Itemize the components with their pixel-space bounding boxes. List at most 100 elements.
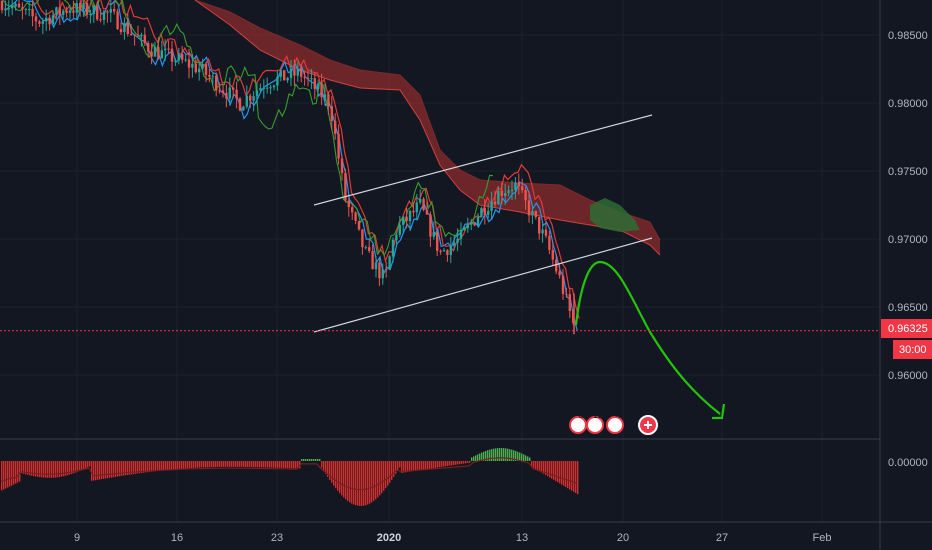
candle-body (300, 68, 303, 77)
candle-body (473, 223, 476, 226)
osc-bar (265, 461, 267, 468)
candle-body (184, 59, 187, 61)
candle-body (38, 21, 41, 24)
osc-bar (205, 461, 207, 468)
candle-body (28, 8, 31, 10)
candle-body (45, 17, 48, 22)
candle-body (483, 208, 486, 216)
channel-upper[interactable] (313, 114, 653, 206)
osc-bar (23, 461, 25, 474)
osc-bar (49, 461, 51, 478)
osc-bar (103, 461, 105, 479)
osc-bar (369, 461, 371, 504)
osc-bar (375, 461, 377, 500)
osc-bar (213, 461, 215, 468)
add-event-button[interactable] (638, 415, 658, 435)
osc-bar (167, 461, 169, 470)
osc-bar (371, 461, 373, 503)
osc-bar (497, 448, 499, 461)
projection-arrow[interactable] (574, 260, 726, 420)
osc-bar (245, 461, 247, 467)
osc-bar (409, 461, 411, 472)
candle-body (317, 83, 320, 89)
candle-body (79, 3, 82, 10)
trend-channel[interactable] (313, 114, 653, 333)
price-tick: 0.97500 (888, 166, 928, 178)
osc-bar (95, 461, 97, 481)
osc-bar (119, 461, 121, 477)
osc-bar (327, 461, 329, 477)
candle-body (524, 189, 527, 201)
osc-bar (489, 449, 491, 461)
osc-bar (67, 461, 69, 476)
osc-bar (429, 461, 431, 469)
channel-lower[interactable] (313, 237, 653, 333)
osc-bar (317, 459, 319, 461)
osc-bar (527, 456, 529, 461)
time-tick: Feb (813, 532, 832, 544)
osc-bar (163, 461, 165, 471)
osc-bar (279, 461, 281, 468)
osc-bar (65, 461, 67, 476)
osc-bar (383, 461, 385, 491)
candle-body (436, 231, 439, 251)
candle-body (143, 34, 146, 44)
time-tick: 16 (171, 532, 183, 544)
osc-bar (529, 457, 531, 461)
osc-bar (493, 448, 495, 461)
osc-bar (391, 461, 393, 480)
projection-arrowhead[interactable] (712, 403, 726, 420)
event-badges[interactable]: 3 12 4 (569, 410, 658, 435)
osc-bar (457, 461, 459, 465)
projection-curve[interactable] (574, 260, 721, 415)
osc-bar (181, 461, 183, 469)
candle-body (415, 202, 418, 213)
osc-bar (211, 461, 213, 468)
osc-bar (387, 461, 389, 486)
osc-bar (301, 459, 303, 461)
candle-body (548, 235, 551, 250)
candle-body (558, 271, 561, 276)
event-badge-count: 12 (593, 410, 603, 420)
osc-bar (135, 461, 137, 474)
osc-bar (59, 461, 61, 477)
osc-bar (29, 461, 31, 476)
osc-bar (459, 461, 461, 465)
candle-body (245, 95, 248, 107)
osc-bar (293, 461, 295, 469)
candle-body (136, 35, 140, 37)
event-badge[interactable]: 4 (606, 410, 624, 434)
candle-body (432, 231, 435, 237)
osc-bar (97, 461, 99, 480)
candle-body (327, 94, 330, 107)
time-axis[interactable]: 9 16 23 2020 13 20 27 Feb (74, 532, 832, 544)
candle-body (351, 207, 354, 213)
candle-body (551, 249, 554, 260)
price-tick: 0.96500 (888, 302, 928, 314)
candle-body (303, 76, 306, 78)
candle-body (279, 70, 282, 77)
candle-body (228, 87, 231, 99)
osc-bar (3, 461, 5, 490)
osc-bar (437, 461, 439, 468)
event-badge[interactable]: 12 (586, 410, 604, 434)
osc-bar (137, 461, 139, 474)
candle-body (555, 259, 558, 272)
price-axis[interactable]: 0.98500 0.98000 0.97500 0.97000 0.96500 0.960… (888, 30, 928, 382)
osc-bar (445, 461, 447, 467)
osc-bar (219, 461, 221, 467)
osc-bar (521, 453, 523, 461)
candle-body (109, 9, 112, 13)
osc-bar (441, 461, 443, 467)
osc-bar (261, 461, 263, 468)
osc-bar (117, 461, 119, 477)
osc-bar (215, 461, 217, 468)
osc-bar (153, 461, 155, 472)
osc-bar (569, 461, 571, 490)
candle-body (75, 3, 78, 13)
event-badge[interactable]: 3 (569, 410, 587, 434)
candle-body (140, 34, 143, 37)
candle-body (153, 47, 157, 57)
osc-bar (515, 450, 517, 461)
